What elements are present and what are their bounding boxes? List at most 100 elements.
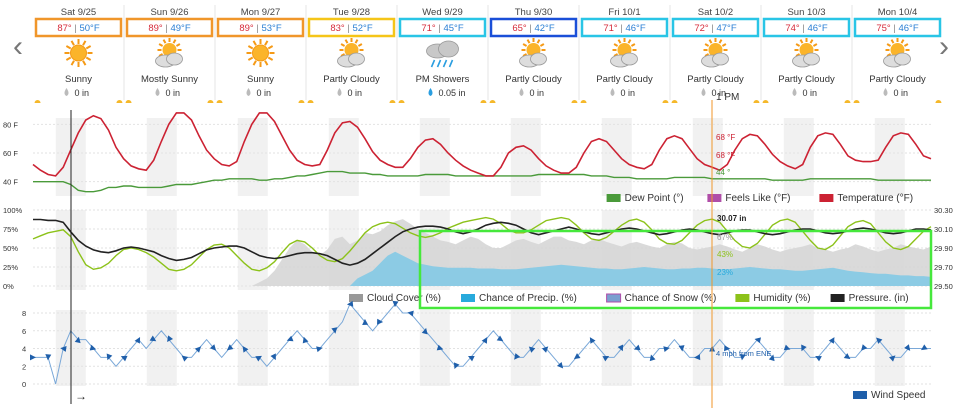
sun-rise-set-icon	[662, 100, 669, 103]
legend-swatch	[853, 391, 867, 399]
legend-item[interactable]: Chance of Snow (%)	[606, 293, 717, 304]
wind-direction-arrow	[633, 344, 641, 351]
partly-cloudy-icon	[883, 38, 911, 68]
legend-item[interactable]: Chance of Precip. (%)	[461, 293, 577, 304]
temp-range: 65° | 42°F	[512, 23, 554, 34]
high-temp: 75°	[876, 23, 891, 34]
sun-rise-set-icon	[207, 100, 214, 103]
temp-range-box	[671, 17, 760, 38]
day-column[interactable]: Thu 9/30 65° | 42°F Partly Cloudy 0 in	[487, 5, 578, 103]
wind-direction-arrow	[89, 344, 97, 351]
sun-rise-set-icon	[216, 100, 223, 103]
day-date: Sat 10/2	[698, 7, 733, 18]
precip-amount: 0 in	[621, 88, 636, 98]
precip-readout: 23%	[717, 268, 733, 277]
precip-drop-icon	[155, 88, 160, 96]
humidity-readout: 43%	[717, 250, 733, 259]
condition-label: Partly Cloudy	[505, 74, 562, 85]
legend-item[interactable]: Feels Like (°F)	[707, 193, 791, 204]
condition-label: Mostly Sunny	[141, 74, 198, 85]
rain-cloud-icon	[426, 40, 459, 68]
day-column[interactable]: Wed 9/29 71° | 45°F PM Showers 0.05 in	[396, 5, 487, 103]
precip-amount: 0 in	[803, 88, 818, 98]
wind-direction-arrow	[573, 353, 581, 360]
wind-direction-arrow	[209, 344, 217, 351]
temp-separator: |	[800, 23, 808, 34]
temp-range: 72° | 47°F	[694, 23, 736, 34]
precip-amount: 0 in	[348, 88, 363, 98]
dew-point-line	[33, 170, 931, 193]
wind-direction-arrow	[496, 335, 504, 342]
legend-item[interactable]: Temperature (°F)	[819, 193, 913, 204]
y-tick-label: 6	[22, 327, 26, 336]
y-tick-label: 0%	[3, 282, 14, 291]
legend-item[interactable]: Pressure. (in)	[830, 293, 909, 304]
temp-range-box	[34, 17, 123, 38]
day-date: Sun 9/26	[150, 7, 188, 18]
day-column[interactable]: Sun 9/26 89° | 49°F Mostly Sunny 0 in	[123, 5, 214, 103]
day-column[interactable]: Mon 9/27 89° | 53°F Sunny 0 in	[214, 5, 305, 103]
day-column[interactable]: Mon 10/4 75° | 46°F Partly Cloudy 0 in	[851, 5, 942, 103]
wind-direction-arrow	[678, 345, 685, 352]
prev-arrow-button[interactable]: ‹	[13, 30, 23, 63]
temp-separator: |	[345, 23, 353, 34]
day-column[interactable]: Sun 10/3 74° | 46°F Partly Cloudy 0 in	[760, 5, 851, 103]
y-tick-label: 4	[22, 345, 26, 354]
day-column[interactable]: Sat 9/25 87° | 50°F Sunny 0 in	[34, 7, 123, 103]
low-temp: 45°F	[443, 23, 463, 34]
sun-icon	[64, 39, 93, 67]
high-temp: 89°	[239, 23, 254, 34]
precip-drop-icon	[428, 88, 433, 96]
temp-readout: 68 °F	[716, 133, 735, 142]
wind-direction-arrow	[181, 355, 189, 362]
day-date: Sun 10/3	[787, 7, 825, 18]
wind-direction-arrow	[316, 346, 323, 353]
cloud-readout: 67%	[717, 233, 733, 242]
y-tick-label: 2	[22, 362, 26, 371]
wind-direction-arrow	[45, 354, 52, 361]
highlight-box	[418, 229, 933, 310]
partly-cloudy-icon	[701, 38, 729, 68]
legend-item[interactable]: Humidity (%)	[735, 293, 811, 304]
day-column[interactable]: Sat 10/2 72° | 47°F Partly Cloudy 0 in	[669, 5, 760, 103]
day-date: Thu 9/30	[515, 7, 553, 18]
wind-direction-arrow	[377, 318, 384, 325]
temp-range-box	[398, 17, 487, 38]
wind-direction-arrow	[843, 353, 851, 360]
temp-separator: |	[436, 23, 444, 34]
y-tick-label: 30.30	[934, 206, 953, 215]
partly-cloudy-icon	[155, 38, 183, 68]
legend-item[interactable]: Cloud Cover (%)	[349, 293, 441, 304]
low-temp: 47°F	[716, 23, 736, 34]
temp-range-box	[307, 17, 396, 38]
precip-drop-icon	[883, 88, 888, 96]
wind-direction-arrow	[602, 355, 610, 362]
next-arrow-button[interactable]: ›	[939, 30, 949, 63]
wind-direction-arrow	[876, 337, 883, 344]
sun-rise-set-icon	[298, 100, 305, 103]
legend-label: Chance of Precip. (%)	[479, 293, 577, 304]
y-tick-label: 25%	[3, 263, 18, 272]
chance-of-precip-area	[33, 251, 931, 286]
temp-range: 83° | 52°F	[330, 23, 372, 34]
legend-item[interactable]: Wind Speed	[853, 390, 925, 401]
precip-drop-icon	[519, 88, 524, 96]
legend-item[interactable]: Dew Point (°)	[606, 193, 684, 204]
sun-rise-set-icon	[489, 100, 496, 103]
day-column[interactable]: Tue 9/28 83° | 52°F Partly Cloudy 0 in	[305, 5, 396, 103]
sun-rise-set-icon	[762, 100, 769, 103]
sun-rise-set-icon	[853, 100, 860, 103]
temp-range: 89° | 49°F	[148, 23, 190, 34]
condition-label: Sunny	[65, 74, 92, 85]
wind-direction-arrow	[528, 346, 536, 353]
legend-swatch	[707, 194, 722, 202]
day-column[interactable]: Fri 10/1 71° | 46°F Partly Cloudy 0 in	[578, 5, 669, 103]
wind-chart: 8 6 4 2 0 4 mph from ENE Wind Speed	[22, 300, 931, 401]
dew-point-readout: 44 °	[716, 168, 730, 177]
temp-range: 71° | 45°F	[421, 23, 463, 34]
sun-rise-set-icon	[389, 100, 396, 103]
legend-label: Humidity (%)	[753, 293, 810, 304]
precip-drop-icon	[64, 88, 69, 96]
temp-range: 74° | 46°F	[785, 23, 827, 34]
